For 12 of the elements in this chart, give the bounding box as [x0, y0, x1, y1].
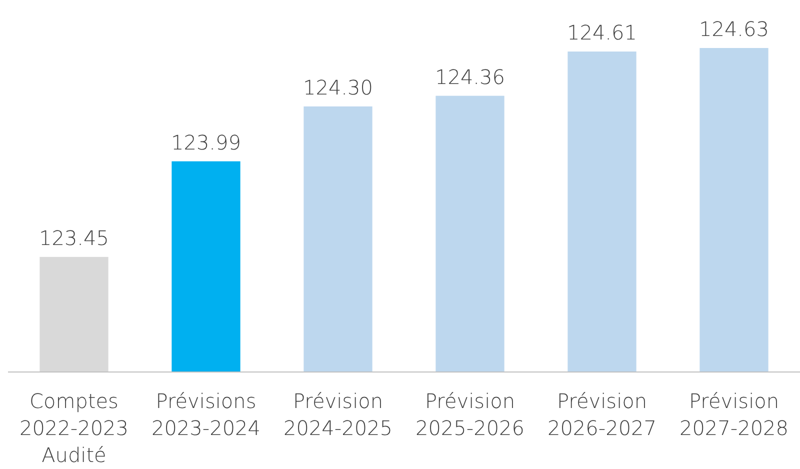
- x-tick-label: Prévisions 2023-2024: [151, 389, 261, 440]
- data-label: 124.61: [567, 20, 637, 45]
- data-label: 124.63: [699, 17, 769, 41]
- data-label: 124.30: [303, 75, 373, 100]
- data-label: 123.45: [39, 226, 109, 250]
- data-label: 124.36: [435, 64, 505, 89]
- data-label: 123.99: [171, 130, 241, 154]
- x-tick-label: Prévision 2025-2026: [415, 389, 525, 440]
- x-tick-label: Prévision 2024-2025: [283, 389, 393, 440]
- x-tick-label: Comptes 2022-2023 Audité: [19, 389, 129, 467]
- x-tick-label: Prévision 2027-2028: [679, 389, 789, 440]
- x-tick-label: Prévision 2026-2027: [547, 389, 657, 440]
